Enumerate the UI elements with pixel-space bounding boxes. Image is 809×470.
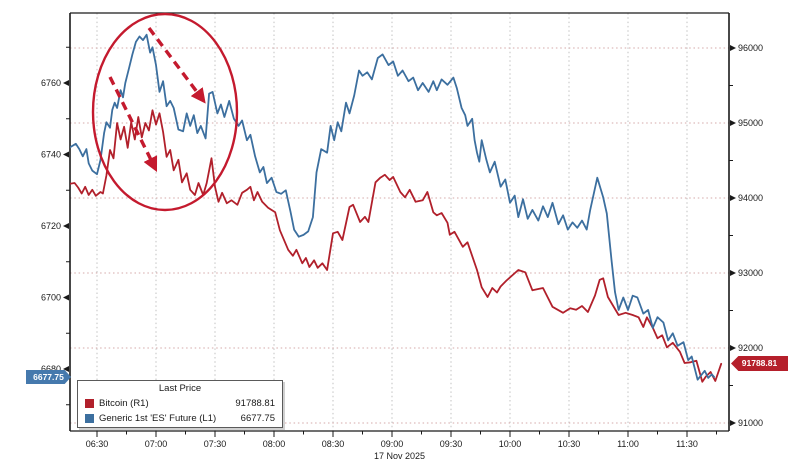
left-axis-tick — [63, 151, 69, 158]
left-axis-tick-label: 6700 — [41, 293, 61, 303]
left-axis-tick-label: 6680 — [41, 364, 61, 374]
x-axis-tick-label: 08:00 — [263, 439, 286, 449]
series-lines — [70, 33, 723, 383]
legend-item-es-future: Generic 1st 'ES' Future (L1) 6677.75 — [78, 411, 282, 426]
x-axis-tick-label: 08:30 — [322, 439, 345, 449]
bitcoin-swatch-icon — [85, 399, 94, 408]
right-axis-tick-label: 95000 — [738, 118, 763, 128]
es-last-price-badge: 6677.75 — [26, 370, 71, 384]
right-axis-tick — [730, 195, 736, 201]
highlight-ellipse-annotation — [91, 12, 239, 212]
down-arrow-annotation — [108, 76, 158, 173]
right-axis-tick-label: 94000 — [738, 193, 763, 203]
gridlines — [70, 13, 729, 431]
legend-label-es-future: Generic 1st 'ES' Future (L1) — [99, 413, 217, 424]
legend-value-bitcoin: 91788.81 — [235, 398, 275, 409]
legend-item-bitcoin: Bitcoin (R1) 91788.81 — [78, 396, 282, 411]
x-axis-tick-label: 07:00 — [145, 439, 168, 449]
right-axis-tick-label: 91000 — [738, 418, 763, 428]
es-future-line — [70, 33, 715, 381]
right-axis-tick-label: 92000 — [738, 343, 763, 353]
x-axis-tick-label: 11:00 — [617, 439, 639, 449]
date-label: 17 Nov 2025 — [374, 451, 425, 461]
legend-value-es-future: 6677.75 — [240, 413, 275, 424]
right-axis-tick — [730, 345, 736, 351]
bitcoin-line — [70, 109, 723, 383]
right-axis-tick — [730, 270, 736, 276]
left-axis-tick — [63, 223, 69, 229]
legend-box: Last Price Bitcoin (R1) 91788.81 Generic… — [77, 380, 283, 428]
right-axis-tick — [730, 45, 736, 51]
right-axis-tick-label: 93000 — [738, 268, 763, 278]
right-axis-tick-label: 96000 — [738, 43, 763, 53]
left-axis-tick-label: 6760 — [41, 78, 61, 88]
right-axis-tick — [730, 120, 736, 126]
btc-last-price-badge: 91788.81 — [731, 356, 788, 371]
x-axis-tick-label: 07:30 — [204, 439, 227, 449]
down-arrow-annotation — [147, 26, 206, 104]
x-axis-tick-label: 09:30 — [440, 439, 463, 449]
x-axis-tick-label: 06:30 — [86, 439, 109, 449]
x-axis-tick-label: 11:30 — [676, 439, 698, 449]
x-axis-tick-label: 10:00 — [499, 439, 522, 449]
legend-title: Last Price — [158, 383, 202, 394]
left-axis-tick — [63, 294, 69, 301]
x-axis-tick-label: 09:00 — [381, 439, 404, 449]
legend-label-bitcoin: Bitcoin (R1) — [99, 398, 149, 409]
left-axis-tick — [63, 366, 69, 372]
es-future-swatch-icon — [85, 414, 94, 423]
axes — [63, 12, 736, 437]
left-axis-tick-label: 6720 — [41, 221, 61, 231]
left-axis-tick — [63, 80, 69, 86]
right-axis-tick — [730, 420, 736, 426]
annotations — [91, 12, 239, 212]
x-axis-tick-label: 10:30 — [558, 439, 581, 449]
left-axis-tick-label: 6740 — [41, 150, 61, 160]
